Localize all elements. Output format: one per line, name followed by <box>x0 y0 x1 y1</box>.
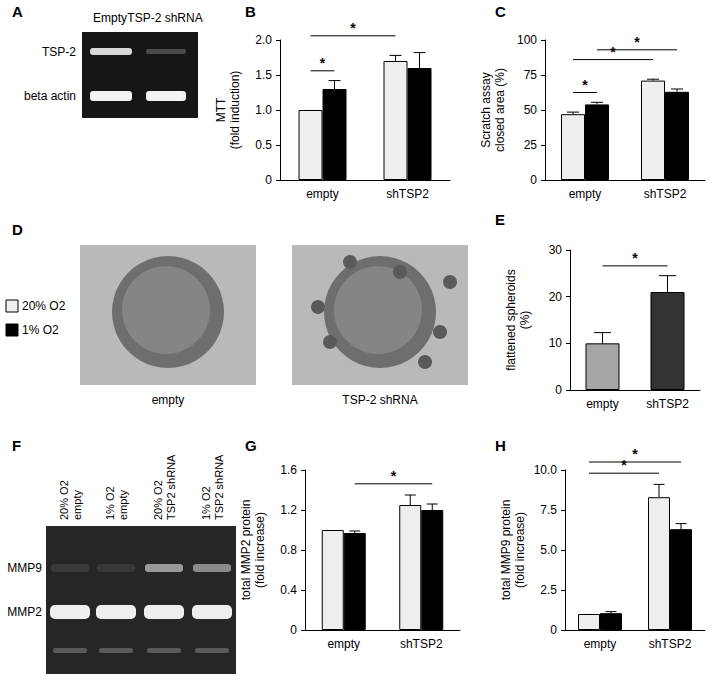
svg-text:G: G <box>245 437 257 454</box>
svg-text:1% O2: 1% O2 <box>200 486 212 520</box>
svg-text:Scratch assay: Scratch assay <box>479 72 493 147</box>
svg-text:0: 0 <box>290 623 297 637</box>
svg-text:empty: empty <box>569 187 602 201</box>
svg-text:*: * <box>634 34 640 50</box>
svg-text:50: 50 <box>524 103 538 117</box>
svg-text:(fold induction): (fold induction) <box>228 71 242 150</box>
svg-text:*: * <box>610 44 616 60</box>
svg-text:MTT: MTT <box>214 97 228 122</box>
svg-text:20: 20 <box>549 290 563 304</box>
svg-text:1.0: 1.0 <box>255 103 272 117</box>
svg-text:H: H <box>495 437 506 454</box>
svg-text:empty: empty <box>584 637 617 651</box>
svg-text:MMP2: MMP2 <box>7 605 42 619</box>
svg-text:30: 30 <box>549 243 563 257</box>
svg-text:E: E <box>495 211 505 228</box>
svg-text:0.4: 0.4 <box>280 583 297 597</box>
svg-text:*: * <box>320 55 326 71</box>
svg-text:10.0: 10.0 <box>534 463 558 477</box>
svg-text:TSP2 shRNA: TSP2 shRNA <box>213 454 225 520</box>
svg-text:empty: empty <box>152 393 185 407</box>
svg-text:MMP9: MMP9 <box>7 561 42 575</box>
svg-text:10: 10 <box>549 336 563 350</box>
svg-text:25: 25 <box>524 138 538 152</box>
svg-text:0: 0 <box>555 383 562 397</box>
svg-text:empty: empty <box>586 397 619 411</box>
svg-text:(fold increase): (fold increase) <box>513 512 527 588</box>
svg-text:1.2: 1.2 <box>280 503 297 517</box>
svg-text:closed area (%): closed area (%) <box>493 68 507 152</box>
svg-text:beta actin: beta actin <box>24 89 76 103</box>
svg-text:0.5: 0.5 <box>255 138 272 152</box>
svg-text:TSP2 shRNA: TSP2 shRNA <box>165 454 177 520</box>
svg-text:flattened spheroids: flattened spheroids <box>504 269 518 370</box>
svg-text:A: A <box>12 3 23 20</box>
svg-text:D: D <box>12 221 23 238</box>
svg-text:1% O2: 1% O2 <box>104 486 116 520</box>
svg-text:(fold increase): (fold increase) <box>253 512 267 588</box>
svg-text:1% O2: 1% O2 <box>22 323 59 337</box>
svg-text:C: C <box>495 3 506 20</box>
svg-text:shTSP2: shTSP2 <box>386 187 429 201</box>
svg-text:(%): (%) <box>518 311 532 330</box>
svg-text:total MMP9 protein: total MMP9 protein <box>499 500 513 601</box>
svg-text:TSP-2 shRNA: TSP-2 shRNA <box>342 393 417 407</box>
svg-text:1.6: 1.6 <box>280 463 297 477</box>
svg-text:0.8: 0.8 <box>280 543 297 557</box>
svg-text:0: 0 <box>265 173 272 187</box>
svg-text:5.0: 5.0 <box>540 543 557 557</box>
svg-text:shTSP2: shTSP2 <box>649 637 692 651</box>
svg-text:shTSP2: shTSP2 <box>400 637 443 651</box>
svg-text:*: * <box>621 457 627 473</box>
svg-text:TSP-2 shRNA: TSP-2 shRNA <box>127 11 202 25</box>
svg-text:empty: empty <box>327 637 360 651</box>
svg-text:F: F <box>12 437 21 454</box>
svg-text:B: B <box>245 3 256 20</box>
svg-text:*: * <box>582 77 588 93</box>
svg-text:7.5: 7.5 <box>540 503 557 517</box>
svg-text:Empty: Empty <box>93 11 127 25</box>
svg-text:empty: empty <box>71 490 83 520</box>
svg-text:shTSP2: shTSP2 <box>646 397 689 411</box>
svg-text:2.0: 2.0 <box>255 33 272 47</box>
svg-text:0: 0 <box>530 173 537 187</box>
svg-text:100: 100 <box>517 33 537 47</box>
svg-text:*: * <box>632 250 638 266</box>
svg-text:0: 0 <box>550 623 557 637</box>
svg-text:TSP-2: TSP-2 <box>42 45 76 59</box>
svg-text:total MMP2 protein: total MMP2 protein <box>239 500 253 601</box>
svg-text:20% O2: 20% O2 <box>58 480 70 520</box>
svg-text:75: 75 <box>524 68 538 82</box>
svg-text:empty: empty <box>117 490 129 520</box>
svg-text:1.5: 1.5 <box>255 68 272 82</box>
svg-text:*: * <box>350 20 356 36</box>
svg-text:20% O2: 20% O2 <box>152 480 164 520</box>
svg-text:2.5: 2.5 <box>540 583 557 597</box>
svg-text:*: * <box>632 446 638 462</box>
svg-text:shTSP2: shTSP2 <box>644 187 687 201</box>
svg-text:20% O2: 20% O2 <box>22 299 66 313</box>
svg-text:empty: empty <box>306 187 339 201</box>
svg-text:*: * <box>391 468 397 484</box>
